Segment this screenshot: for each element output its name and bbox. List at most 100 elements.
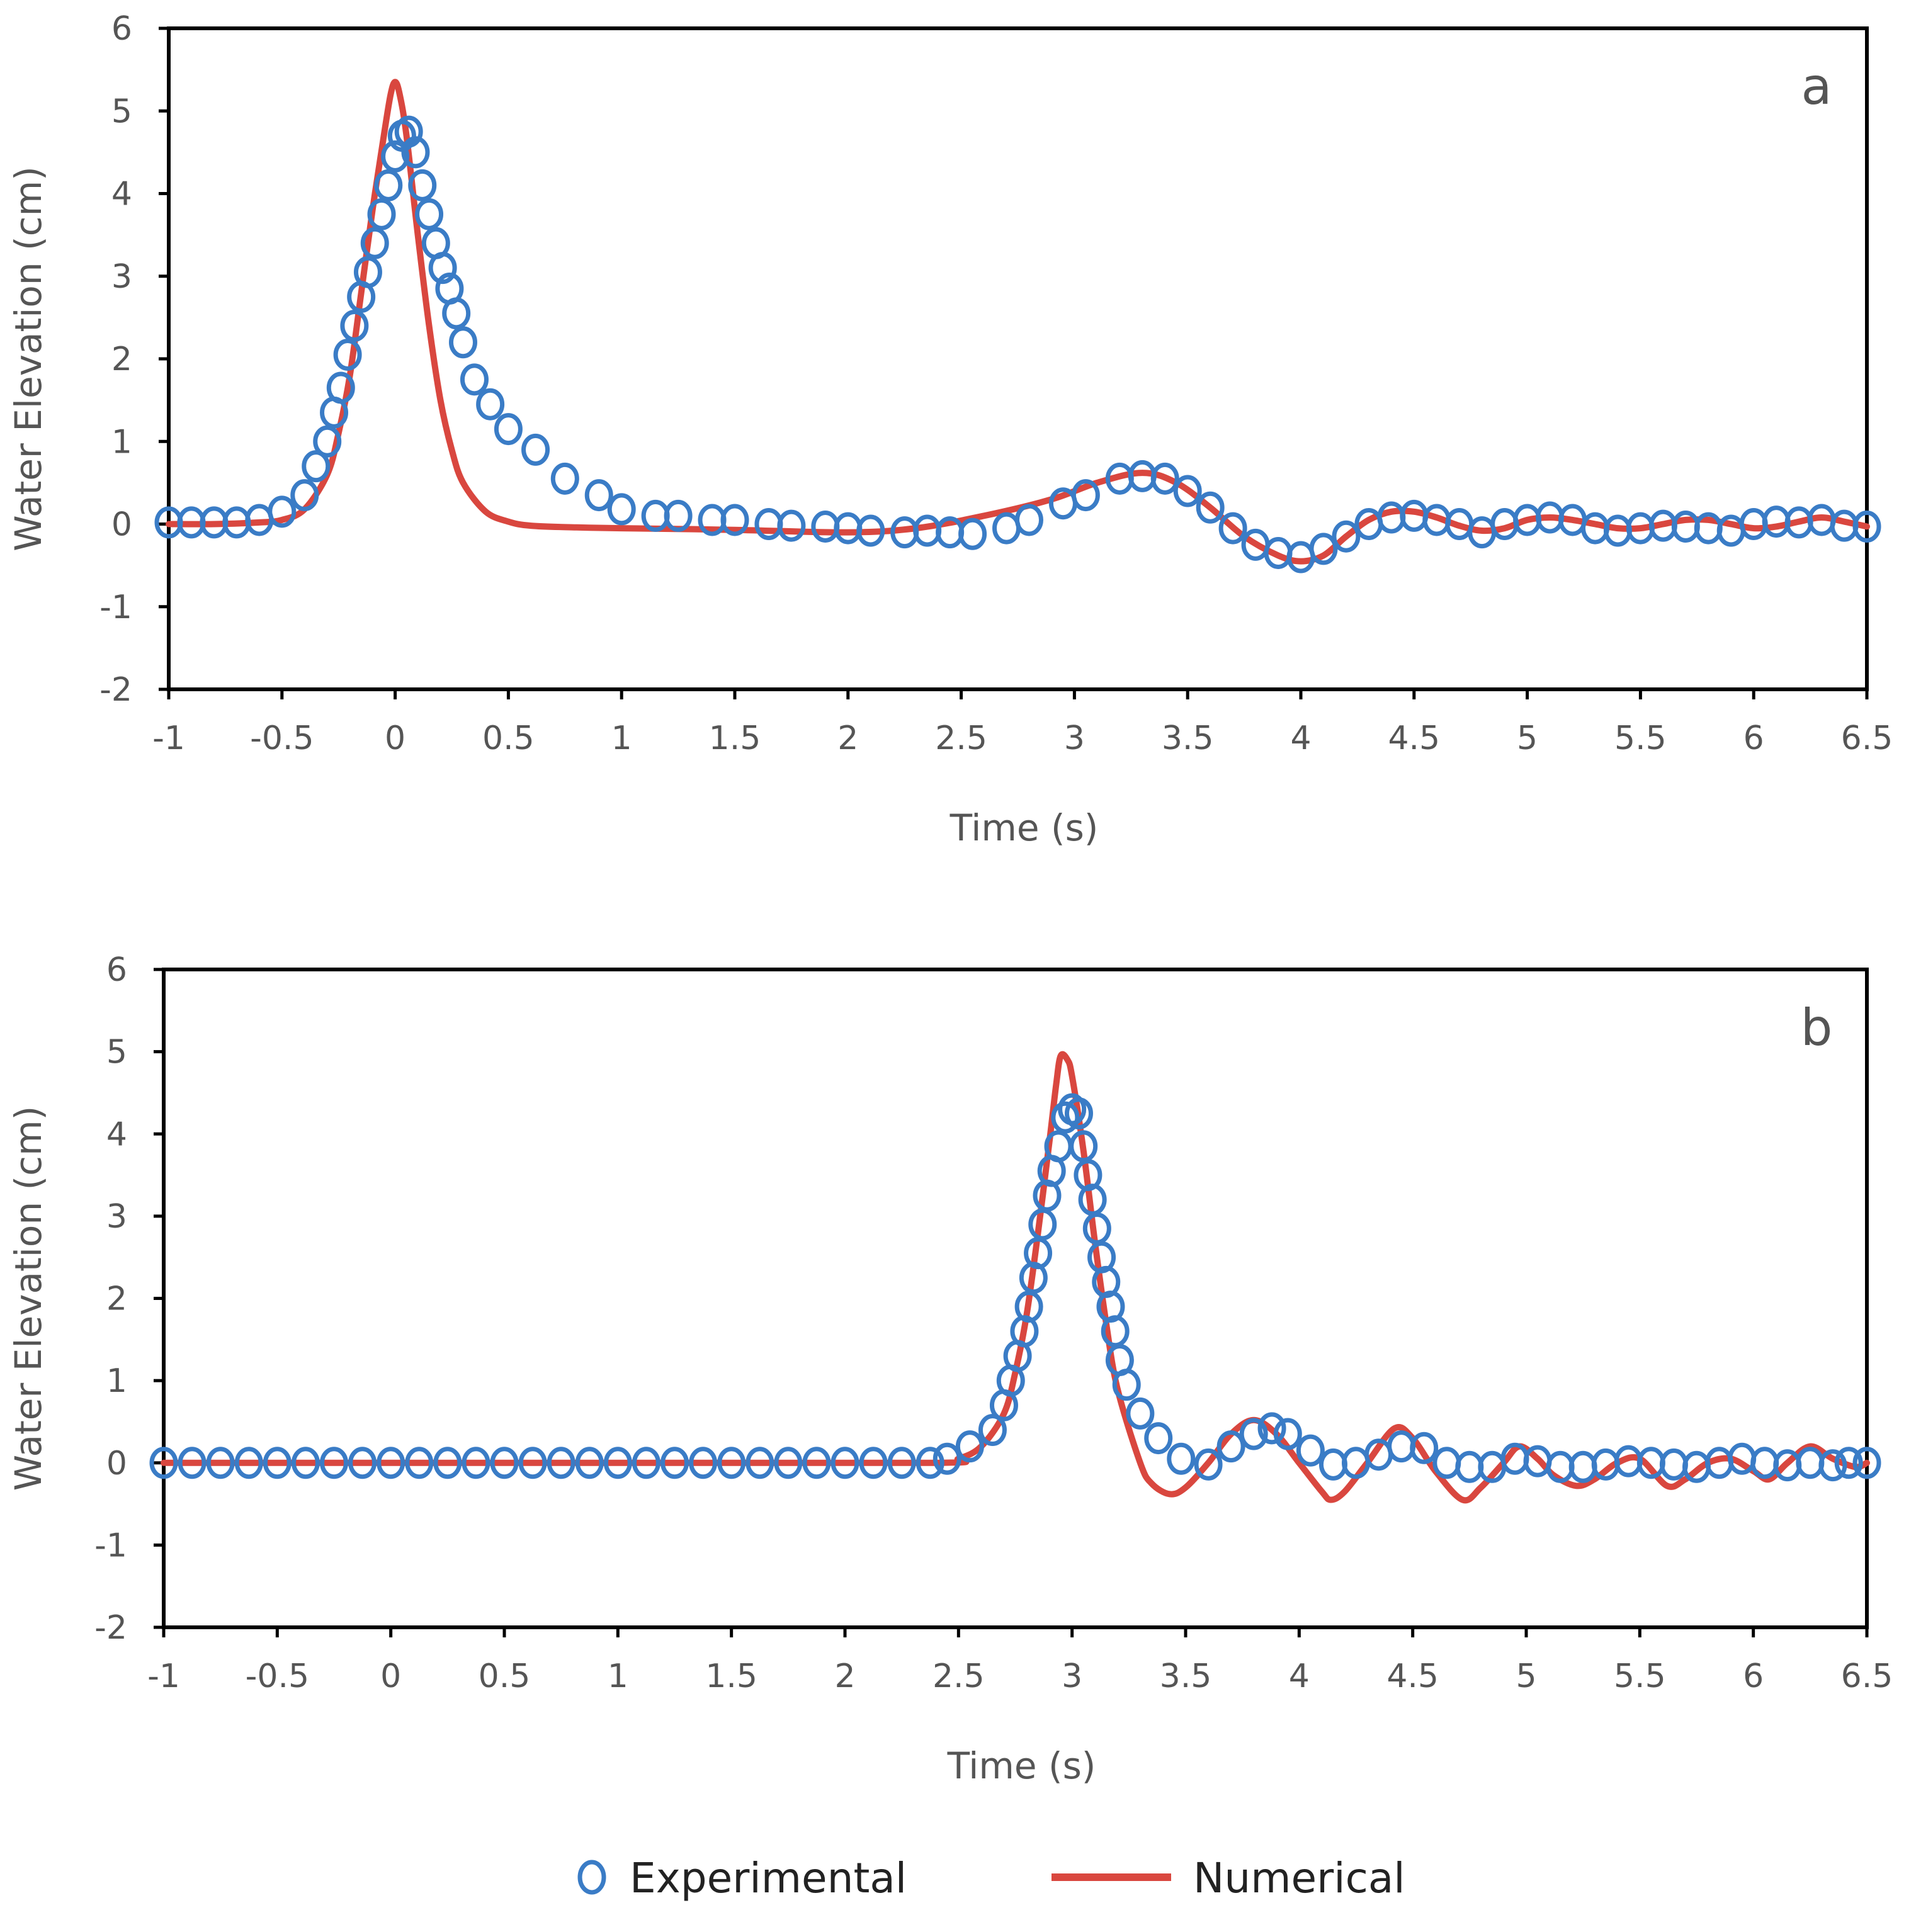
y-tick-label: 4 — [106, 1116, 127, 1153]
x-tick-label: 2 — [837, 720, 858, 757]
experimental-point — [1194, 1448, 1223, 1481]
x-axis-title-b: Time (s) — [947, 1744, 1096, 1787]
experimental-point — [360, 227, 389, 259]
experimental-point — [401, 136, 430, 169]
experimental-point — [476, 388, 505, 421]
experimental-series-b — [149, 1093, 1881, 1483]
experimental-point — [1273, 1418, 1302, 1450]
experimental-point — [462, 1447, 490, 1479]
experimental-point — [302, 450, 331, 483]
y-tick-label: 0 — [111, 506, 132, 544]
experimental-point — [550, 462, 579, 495]
x-tick-label: 1 — [611, 720, 632, 757]
experimental-point — [1167, 1442, 1196, 1475]
experimental-point — [1834, 1447, 1863, 1479]
experimental-point — [178, 1447, 207, 1479]
experimental-point — [442, 297, 471, 330]
experimental-point — [408, 169, 437, 201]
x-tick-label: -1 — [147, 1658, 180, 1695]
experimental-point — [802, 1447, 831, 1479]
x-axis-title-a: Time (s) — [949, 806, 1099, 849]
experimental-point — [1196, 491, 1225, 524]
experimental-point — [333, 338, 362, 371]
experimental-point — [394, 115, 423, 148]
y-tick-label: 3 — [111, 258, 132, 296]
experimental-point — [1410, 1432, 1439, 1464]
experimental-point — [932, 1442, 961, 1475]
x-tick-labels-b: -1 -0.5 0 0.5 1 1.5 2 2.5 3 3.5 4 4.5 5 5.5 6 6.5 — [147, 1627, 1893, 1695]
experimental-point — [745, 1447, 774, 1479]
experimental-point — [291, 1447, 320, 1479]
x-tick-label: 4 — [1290, 720, 1311, 757]
y-tick-label: 1 — [111, 423, 132, 461]
experimental-point — [1309, 533, 1338, 565]
experimental-point — [720, 504, 749, 536]
experimental-point — [415, 198, 444, 230]
y-tick-label: 4 — [111, 176, 132, 213]
numerical-line — [166, 79, 1870, 565]
x-tick-label: 6.5 — [1841, 720, 1893, 757]
y-tick-label: 2 — [111, 341, 132, 378]
x-tick-label: 6 — [1743, 720, 1764, 757]
experimental-point — [774, 1447, 803, 1479]
x-tick-label: 0.5 — [482, 720, 535, 757]
experimental-point — [978, 1414, 1007, 1446]
experimental-point — [664, 499, 693, 532]
experimental-point — [326, 371, 355, 404]
experimental-point — [1112, 1369, 1141, 1401]
x-tick-label: 6.5 — [1841, 1658, 1893, 1695]
experimental-point — [1239, 1418, 1268, 1450]
experimental-point — [607, 493, 636, 526]
experimental-point — [448, 326, 477, 359]
experimental-point — [460, 363, 489, 396]
experimental-point — [494, 413, 523, 446]
experimental-point — [149, 1447, 178, 1479]
experimental-point — [1150, 462, 1179, 495]
y-axis-title-a: Water Elevation (cm) — [7, 166, 50, 551]
x-tick-label: -0.5 — [246, 1658, 309, 1695]
legend-numerical-label: Numerical — [1193, 1854, 1405, 1902]
experimental-point — [521, 433, 550, 466]
x-tick-label: 4.5 — [1388, 720, 1440, 757]
experimental-point — [1218, 512, 1247, 545]
experimental-point — [689, 1447, 718, 1479]
numerical-series-a — [166, 79, 1870, 565]
y-tick-label: 6 — [111, 10, 132, 48]
y-tick-label: 0 — [106, 1445, 127, 1483]
experimental-point — [367, 198, 396, 230]
experimental-point — [1852, 510, 1881, 543]
experimental-point — [490, 1447, 519, 1479]
experimental-point — [717, 1447, 746, 1479]
x-tick-labels-a: -1 -0.5 0 0.5 1 1.5 2 2.5 3 3.5 4 4.5 5 5.5 6 6.5 — [152, 689, 1893, 757]
y-tick-label: 1 — [106, 1362, 127, 1400]
x-tick-label: 2.5 — [935, 720, 987, 757]
x-tick-label: 5 — [1516, 1658, 1536, 1695]
y-tick-labels-b: -2 -1 0 1 2 3 4 5 6 — [94, 951, 164, 1647]
experimental-point — [381, 140, 410, 172]
x-tick-label: 6 — [1743, 1658, 1764, 1695]
x-tick-label: 3.5 — [1162, 720, 1214, 757]
experimental-point — [603, 1447, 632, 1479]
experimental-point — [340, 310, 369, 342]
experimental-point — [1332, 520, 1361, 553]
x-tick-label: 1.5 — [705, 1658, 757, 1695]
experimental-point — [428, 252, 457, 285]
experimental-point — [206, 1447, 235, 1479]
experimental-point — [377, 1447, 405, 1479]
panel-label-a: a — [1801, 57, 1832, 116]
x-tick-label: 1.5 — [709, 720, 761, 757]
experimental-point — [1852, 1447, 1881, 1479]
x-tick-label: 5 — [1517, 720, 1538, 757]
y-tick-label: 5 — [111, 93, 132, 130]
experimental-point — [1216, 1430, 1245, 1463]
x-tick-label: 0 — [380, 1658, 401, 1695]
y-tick-label: -2 — [94, 1609, 127, 1647]
legend: Experimental Numerical — [577, 1854, 1405, 1902]
x-tick-label: 1 — [608, 1658, 628, 1695]
x-tick-label: 0 — [385, 720, 405, 757]
x-tick-label: 0.5 — [479, 1658, 531, 1695]
y-tick-label: 6 — [106, 951, 127, 989]
experimental-point — [955, 1430, 984, 1463]
